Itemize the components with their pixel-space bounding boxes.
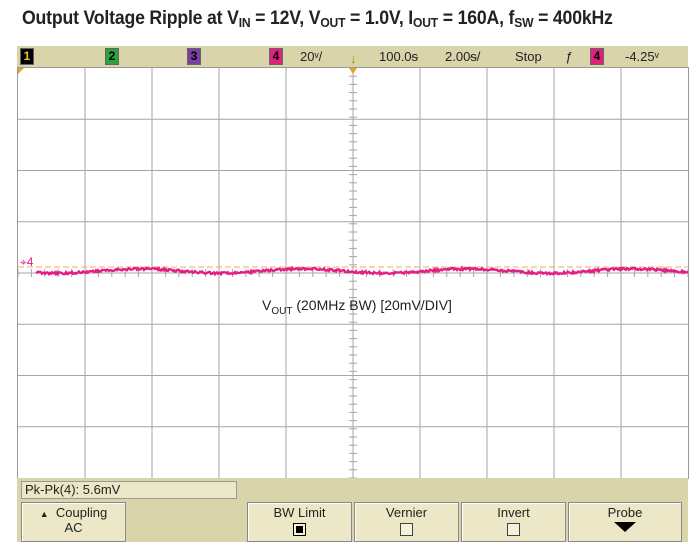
trigger-marker — [349, 68, 357, 74]
channel-4-indicator[interactable]: 4 — [269, 48, 283, 65]
measurement-readout: Pk-Pk(4): 5.6mV — [21, 481, 237, 499]
graticule-svg: ⌖4 — [18, 68, 688, 478]
trigger-slope-icon: ƒ — [565, 49, 572, 64]
bw-limit-checkbox[interactable] — [293, 523, 306, 536]
channel-3-indicator[interactable]: 3 — [187, 48, 201, 65]
vernier-checkbox[interactable] — [400, 523, 413, 536]
channel-1-indicator[interactable]: 1 — [20, 48, 34, 65]
graticule: ⌖4 — [17, 67, 689, 479]
trigger-position-icon: ↓ — [350, 51, 357, 66]
probe-softkey[interactable]: Probe — [568, 502, 682, 542]
status-bar: 1 2 3 4 20ᵛ/ ↓ 100.0ᵴ 2.00ᵴ/ Stop ƒ 4 -4… — [17, 46, 688, 67]
channel-4-ground-marker: ⌖4 — [20, 255, 34, 269]
down-arrow-icon — [614, 522, 636, 532]
volts-per-div: 20ᵛ/ — [300, 49, 322, 64]
up-arrow-icon: ▲ — [40, 509, 49, 519]
run-state: Stop — [515, 49, 542, 64]
vernier-softkey[interactable]: Vernier — [354, 502, 459, 542]
trace-label: VOUT (20MHz BW) [20mV/DIV] — [262, 297, 452, 317]
left-marker — [18, 68, 24, 74]
trigger-level: -4.25ᵛ — [625, 49, 659, 64]
bw-limit-softkey[interactable]: BW Limit — [247, 502, 352, 542]
trigger-source-indicator: 4 — [590, 48, 604, 65]
plot-title: Output Voltage Ripple at VIN = 12V, VOUT… — [22, 8, 613, 30]
channel-2-indicator[interactable]: 2 — [105, 48, 119, 65]
time-per-div: 2.00ᵴ/ — [445, 49, 480, 64]
time-position: 100.0ᵴ — [379, 49, 418, 64]
coupling-softkey[interactable]: ▲ Coupling AC — [21, 502, 126, 542]
invert-softkey[interactable]: Invert — [461, 502, 566, 542]
softkey-panel: Pk-Pk(4): 5.6mV ▲ Coupling AC BW Limit V… — [17, 478, 688, 542]
invert-checkbox[interactable] — [507, 523, 520, 536]
